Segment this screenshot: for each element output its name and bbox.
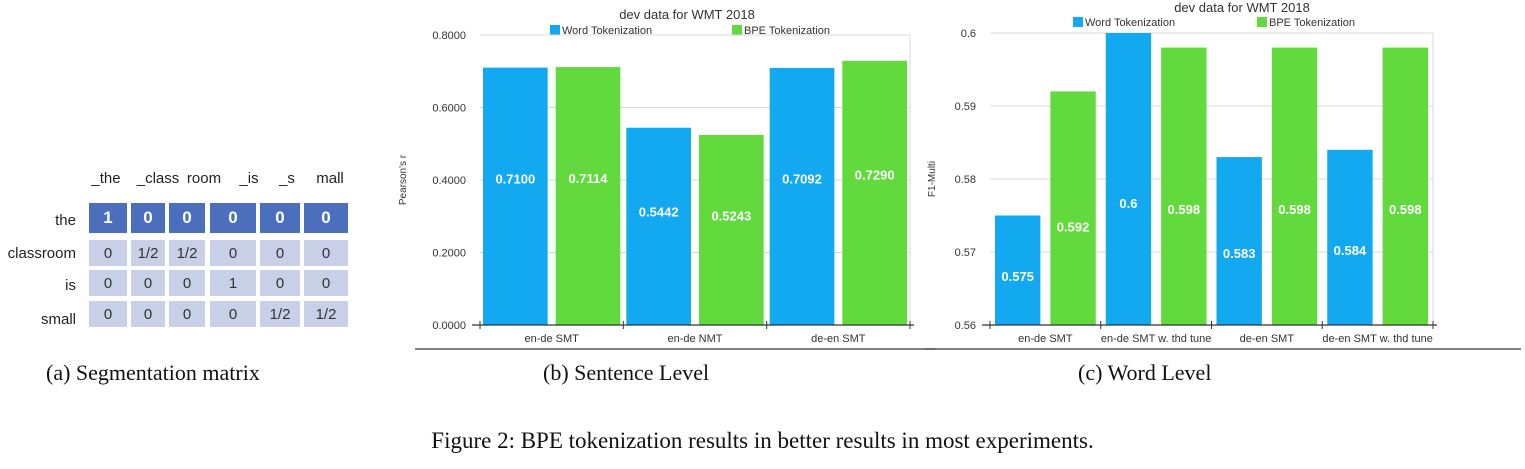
x-tick-label: en-de SMT [1018,333,1073,345]
bar [1271,47,1318,325]
bar-value-label: 0.592 [1057,220,1090,235]
bar [483,67,548,325]
x-tick-label: de-en SMT w. thd tune [1322,333,1432,345]
bar-value-label: 0.584 [1334,243,1367,258]
matrix-cell: 0 [260,240,300,266]
bar [626,127,691,325]
bar-value-label: 0.7290 [855,168,895,183]
matrix-row-label: classroom [7,245,76,262]
chart-title: dev data for WMT 2018 [619,7,755,22]
matrix-cell: 0 [169,203,205,233]
y-tick-label: 0.56 [955,320,976,332]
bar [995,215,1041,325]
bar [1161,47,1207,325]
matrix-cell: 1/2 [260,301,300,327]
bar [769,67,835,325]
bar-value-label: 0.6 [1119,196,1137,211]
matrix-cell: 0 [304,240,348,266]
word-level-chart: dev data for WMT 2018 Word Tokenization BP… [925,0,1521,350]
bar-value-label: 0.575 [1001,269,1034,284]
matrix-cell: 1/2 [304,301,348,327]
x-tick-label: de-en SMT [1240,333,1295,345]
matrix-cell: 0 [260,270,300,296]
legend-swatch [1073,17,1083,27]
matrix-row-label: is [65,277,76,294]
matrix-cell: 0 [89,270,127,296]
matrix-column-header: room [186,170,222,187]
sentence-level-chart: dev data for WMT 2018 Word Tokenization BP… [398,7,935,350]
matrix-cell: 0 [169,301,205,327]
y-tick-label: 0.6 [961,28,976,40]
x-tick-label: en-de SMT w. thd tune [1101,333,1211,345]
matrix-cell: 1/2 [131,240,165,266]
y-tick-label: 0.4000 [432,175,466,187]
matrix-column-header: _the [91,170,121,187]
bar-value-label: 0.7114 [568,171,608,186]
bar-value-label: 0.598 [1278,202,1311,217]
matrix-column-header: mall [316,170,344,187]
chart-title: dev data for WMT 2018 [1174,0,1310,15]
matrix-cell: 0 [210,301,256,327]
y-tick-label: 0.6000 [432,103,466,115]
bar [1327,149,1373,325]
matrix-cell: 0 [260,203,300,233]
matrix-cell: 0 [131,301,165,327]
y-axis-label: Pearson's r [398,154,409,205]
matrix-column-header: _s [279,170,295,187]
matrix-column-header: _is [239,170,259,187]
matrix-row-label: the [55,212,76,229]
matrix-cell: 1/2 [169,240,205,266]
bar-value-label: 0.583 [1223,246,1256,261]
matrix-cell: 0 [131,270,165,296]
bar-value-label: 0.598 [1168,202,1201,217]
legend-label: Word Tokenization [562,25,652,37]
legend-swatch [732,25,742,35]
matrix-cell: 0 [210,203,256,233]
word-level-caption: (c) Word Level [1078,360,1212,385]
bar-value-label: 0.5442 [639,205,679,220]
bar-value-label: 0.7100 [495,171,535,186]
matrix-cell: 0 [89,301,127,327]
matrix-cell: 0 [89,240,127,266]
matrix-cell: 0 [210,240,256,266]
bar-value-label: 0.598 [1389,202,1422,217]
bar [699,134,764,325]
segmentation-matrix-panel: _the _class room _is _s mall the classro… [0,0,370,400]
y-tick-label: 0.2000 [432,248,466,260]
bar-value-label: 0.5243 [711,208,751,223]
matrix-cell: 1 [210,270,256,296]
matrix-cell: 0 [131,203,165,233]
segmentation-caption: (a) Segmentation matrix [46,360,260,385]
matrix-cell: 0 [169,270,205,296]
y-axis-label: F1-Multi [927,161,938,197]
bar [555,67,621,326]
matrix-row-label: small [40,311,76,328]
legend-label: BPE Tokenization [1269,17,1355,29]
bar [1105,33,1152,325]
bar [1050,91,1096,326]
matrix-cell: 0 [304,203,348,233]
y-tick-label: 0.59 [955,101,976,113]
x-tick-label: en-de NMT [667,333,722,345]
legend-swatch [1257,17,1267,27]
sentence-level-caption: (b) Sentence Level [543,360,710,385]
matrix-column-header: _class [136,170,180,187]
legend-label: Word Tokenization [1085,17,1175,29]
matrix-cell: 0 [304,270,348,296]
bar [842,60,907,326]
matrix-cell: 1 [89,203,127,233]
x-tick-label: de-en SMT [811,333,866,345]
legend-label: BPE Tokenization [744,25,830,37]
bar [1382,47,1428,325]
y-tick-label: 0.8000 [432,30,466,42]
y-tick-label: 0.57 [955,247,976,259]
x-tick-label: en-de SMT [524,333,579,345]
bar-value-label: 0.7092 [782,172,822,187]
bar [1216,157,1262,325]
figure-caption: Figure 2: BPE tokenization results in be… [431,428,1094,453]
y-tick-label: 0.58 [955,174,976,186]
legend-swatch [550,25,560,35]
y-tick-label: 0.0000 [432,320,466,332]
